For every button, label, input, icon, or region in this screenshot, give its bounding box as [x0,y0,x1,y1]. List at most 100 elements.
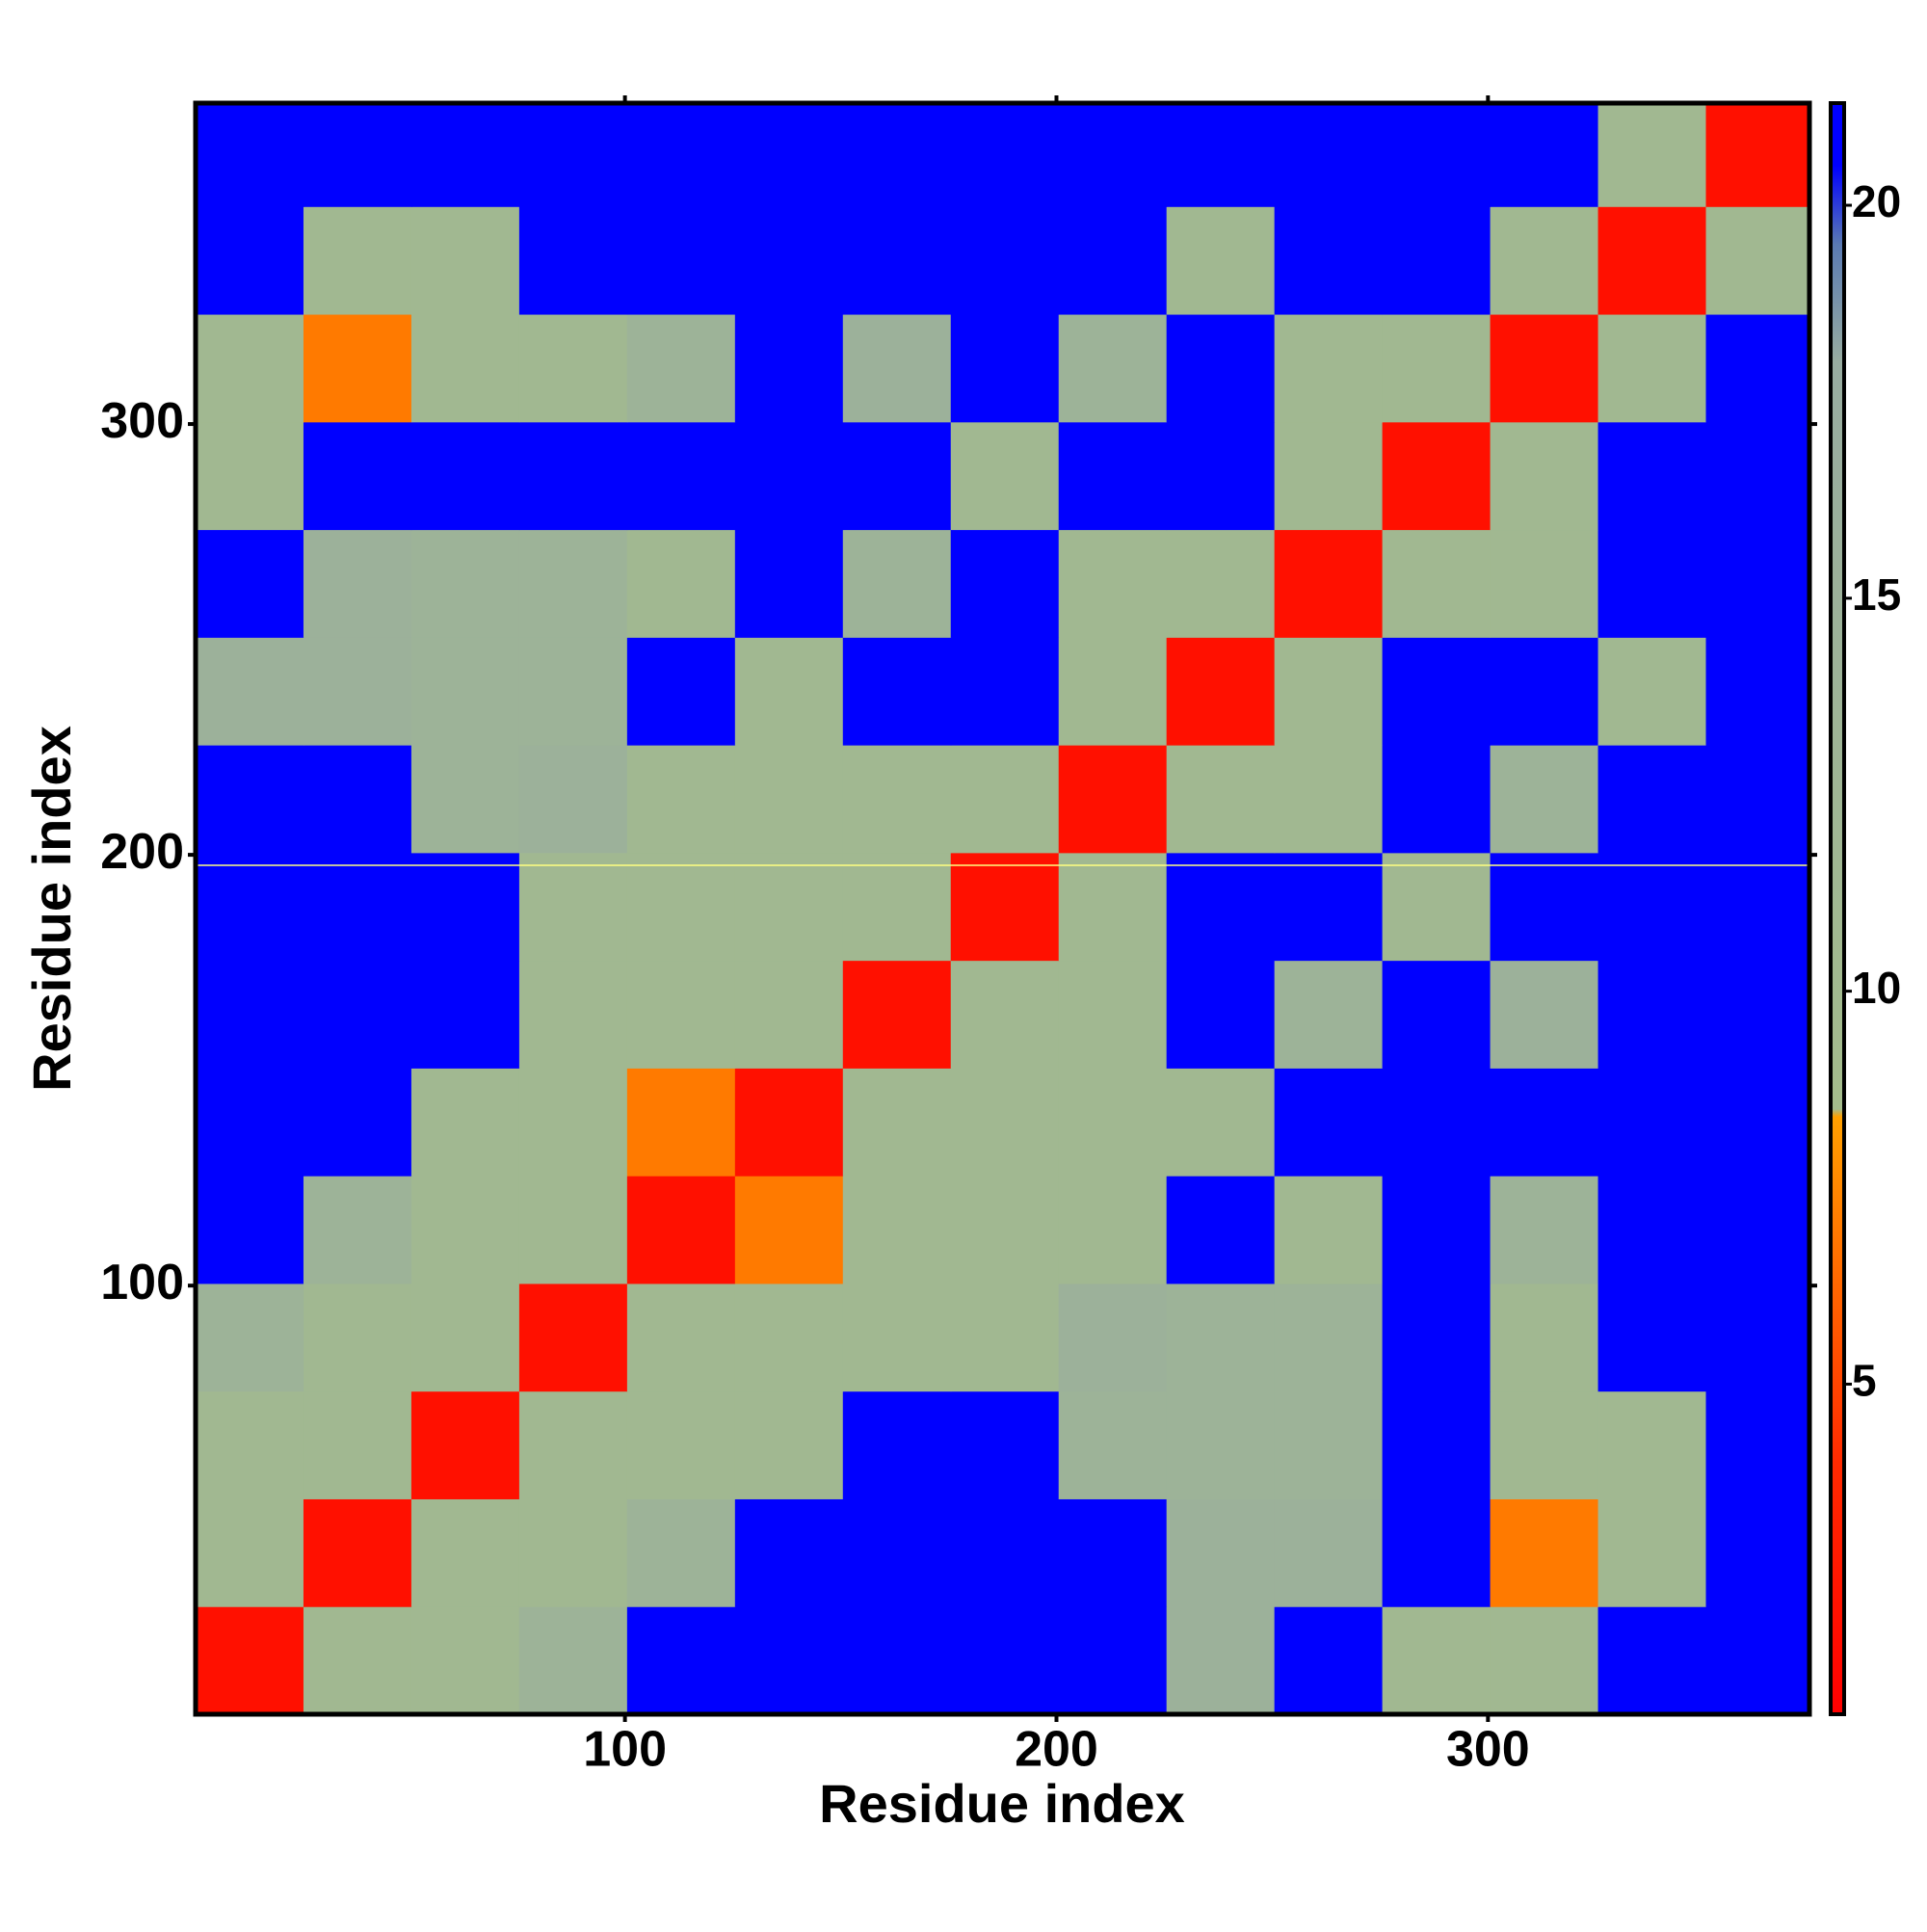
heatmap-cell [1382,314,1491,423]
heatmap-cell [410,1068,520,1177]
heatmap-cell [950,637,1060,746]
heatmap-cell [303,1498,412,1607]
heatmap-cell [1166,529,1276,638]
heatmap-cell [518,1606,628,1714]
heatmap-cell [1705,960,1809,1069]
heatmap-cell [734,852,844,962]
heatmap-cell [734,960,844,1069]
colorbar-tick-label: 10 [1852,963,1901,1013]
heatmap-cell [626,103,736,207]
heatmap-cell [303,960,412,1069]
heatmap-cell [1382,206,1491,315]
heatmap-cell [1490,529,1599,638]
heatmap-cell [1166,745,1276,854]
heatmap-cell [1382,1068,1491,1177]
heatmap-cell [1058,1068,1168,1177]
heatmap-cell [734,103,844,207]
heatmap-cell [1166,1176,1276,1284]
heatmap-cell [1058,1498,1168,1607]
heatmap-cell [1166,206,1276,315]
heatmap-cell [1382,421,1491,531]
heatmap-cell [626,745,736,854]
heatmap-cell [196,206,304,315]
heatmap-cell [626,529,736,638]
heatmap-cell [842,103,952,207]
heatmap-cell [1490,1068,1599,1177]
heatmap-cell [1705,1068,1809,1177]
heatmap-cell [1058,745,1168,854]
heatmap-cell [1274,852,1384,962]
heatmap-cell [842,960,952,1069]
heatmap-cell [1274,1068,1384,1177]
heatmap-cell [626,852,736,962]
heatmap-cell [1705,1390,1809,1499]
heatmap-cell [1274,103,1384,207]
heatmap-cell [196,103,304,207]
heatmap-cell [1166,1606,1276,1714]
heatmap-cell [1274,637,1384,746]
heatmap-cell [1705,421,1809,531]
heatmap-cell [1166,1283,1276,1392]
heatmap-cell [1382,1176,1491,1284]
heatmap-cell [1058,103,1168,207]
heatmap-cell [1597,1390,1707,1499]
heatmap-cell [1705,206,1809,315]
heatmap-cell [196,960,304,1069]
y-tick-label: 100 [100,1255,184,1310]
heatmap-cell [410,1176,520,1284]
heatmap-cell [1166,1390,1276,1499]
heatmap-cell [1166,314,1276,423]
heatmap-cell [518,960,628,1069]
heatmap-cell [626,1390,736,1499]
heatmap-cell [410,960,520,1069]
heatmap-cell [196,1390,304,1499]
heatmap-cell [1597,206,1707,315]
heatmap-cell [950,1498,1060,1607]
colorbar-tick-label: 5 [1852,1356,1877,1406]
x-tick-label: 200 [1015,1722,1098,1778]
heatmap-cell [196,637,304,746]
heatmap-cell [303,103,412,207]
heatmap-cell [1274,314,1384,423]
heatmap-cell [1058,206,1168,315]
heatmap-cell [1597,745,1707,854]
heatmap-cell [842,852,952,962]
heatmap-cell [1274,1498,1384,1607]
heatmap-cell [626,206,736,315]
heatmap-cell [1705,1498,1809,1607]
heatmap-cell [1382,1498,1491,1607]
heatmap-cell [1597,960,1707,1069]
heatmap-cell [518,529,628,638]
heatmap-cell [1705,852,1809,962]
x-axis-title: Residue index [819,1773,1185,1834]
heatmap-cell [1490,1498,1599,1607]
heatmap-cell [842,1606,952,1714]
heatmap-cell [842,637,952,746]
heatmap-cell [626,1283,736,1392]
heatmap-cell [734,1606,844,1714]
heatmap-cell [303,1068,412,1177]
heatmap-cell [1382,852,1491,962]
plot-frame [193,100,1812,1717]
heatmap-cell [1382,960,1491,1069]
heatmap-cell [1382,1390,1491,1499]
heatmap-cell [734,529,844,638]
heatmap-cell [1597,1498,1707,1607]
heatmap-cell [626,637,736,746]
heatmap-cell [1705,314,1809,423]
heatmap-cell [1058,637,1168,746]
heatmap-cell [1166,421,1276,531]
heatmap-cell [196,1606,304,1714]
heatmap-cell [1490,103,1599,207]
heatmap-cell [1705,1606,1809,1714]
heatmap-cell [734,1068,844,1177]
x-tick-label: 100 [583,1722,667,1778]
heatmap-cell [950,529,1060,638]
heatmap-cell [518,1283,628,1392]
heatmap-cell [196,1283,304,1392]
heatmap-cell [1490,637,1599,746]
heatmap-cell [1274,1606,1384,1714]
heatmap-cell [1597,529,1707,638]
colorbar-tick-label: 20 [1852,176,1901,226]
heatmap-cell [196,314,304,423]
